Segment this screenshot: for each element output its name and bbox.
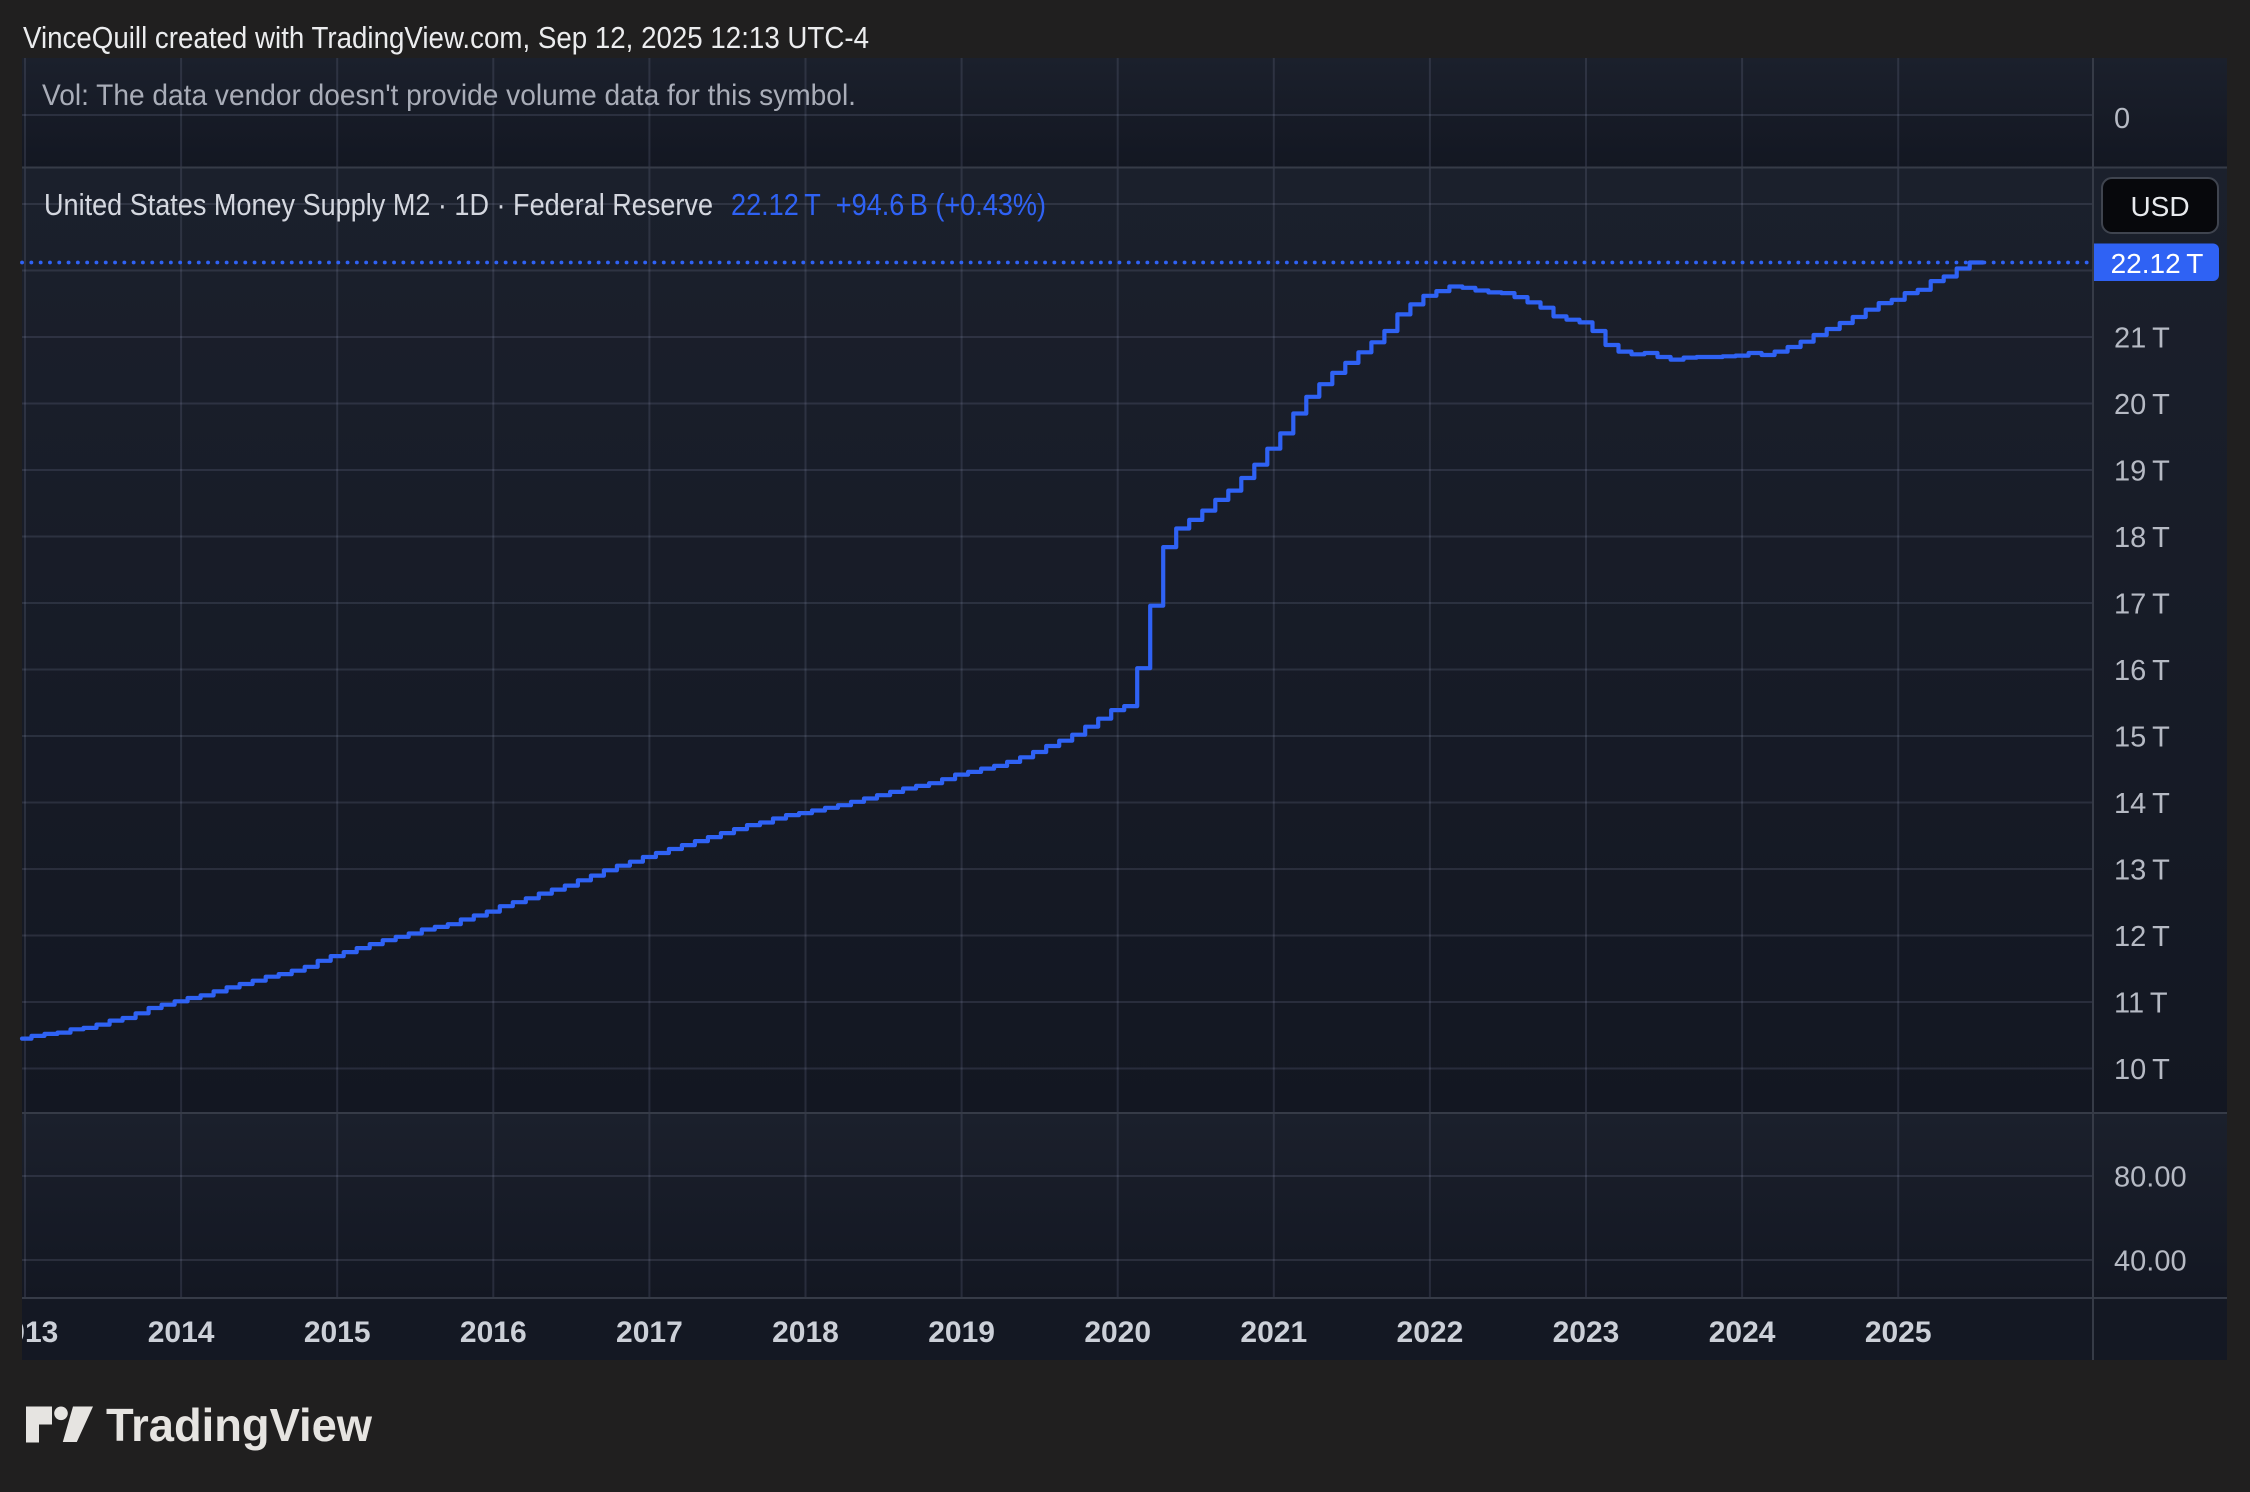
- svg-text:2020: 2020: [1084, 1316, 1151, 1349]
- svg-text:2023: 2023: [1553, 1316, 1620, 1349]
- svg-text:2019: 2019: [928, 1316, 995, 1349]
- svg-text:2013: 2013: [0, 1316, 58, 1349]
- svg-text:18 T: 18 T: [2114, 522, 2170, 554]
- svg-text:Vol: The data vendor doesn't p: Vol: The data vendor doesn't provide vol…: [42, 79, 856, 112]
- svg-text:10 T: 10 T: [2114, 1054, 2170, 1086]
- svg-text:20 T: 20 T: [2114, 389, 2170, 421]
- svg-text:2024: 2024: [1709, 1316, 1776, 1349]
- svg-text:16 T: 16 T: [2114, 655, 2170, 687]
- svg-text:2017: 2017: [616, 1316, 683, 1349]
- svg-text:15 T: 15 T: [2114, 722, 2170, 754]
- svg-text:2016: 2016: [460, 1316, 527, 1349]
- svg-text:0: 0: [2114, 103, 2130, 135]
- svg-text:2015: 2015: [304, 1316, 371, 1349]
- svg-text:USD: USD: [2130, 191, 2189, 222]
- svg-text:VinceQuill created with Tradin: VinceQuill created with TradingView.com,…: [23, 20, 869, 55]
- svg-text:17 T: 17 T: [2114, 589, 2170, 621]
- svg-text:19 T: 19 T: [2114, 456, 2170, 488]
- svg-text:2022: 2022: [1397, 1316, 1464, 1349]
- svg-text:2025: 2025: [1865, 1316, 1932, 1349]
- svg-text:14 T: 14 T: [2114, 788, 2170, 820]
- svg-text:80.00: 80.00: [2114, 1162, 2187, 1194]
- svg-text:2021: 2021: [1240, 1316, 1307, 1349]
- svg-text:22.12 T: 22.12 T: [2111, 248, 2204, 279]
- svg-text:United States Money Supply M2: United States Money Supply M2 · 1D · Fed…: [44, 187, 713, 222]
- svg-text:2014: 2014: [148, 1316, 215, 1349]
- svg-text:12 T: 12 T: [2114, 921, 2170, 953]
- svg-text:21 T: 21 T: [2114, 323, 2170, 355]
- svg-text:TradingView: TradingView: [106, 1399, 372, 1451]
- svg-text:2018: 2018: [772, 1316, 839, 1349]
- svg-text:11 T: 11 T: [2114, 988, 2168, 1020]
- svg-text:13 T: 13 T: [2114, 855, 2170, 887]
- svg-text:40.00: 40.00: [2114, 1246, 2187, 1278]
- svg-text:22.12 T +94.6 B (+0.43%): 22.12 T +94.6 B (+0.43%): [731, 187, 1046, 222]
